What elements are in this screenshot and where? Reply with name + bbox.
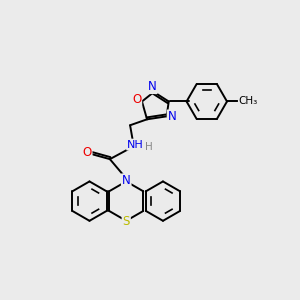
- Text: NH: NH: [127, 140, 144, 150]
- Text: N: N: [168, 110, 176, 123]
- Text: N: N: [148, 80, 157, 93]
- Text: H: H: [145, 142, 152, 152]
- Text: S: S: [122, 215, 130, 228]
- Text: O: O: [132, 94, 141, 106]
- Text: O: O: [82, 146, 91, 159]
- Text: CH₃: CH₃: [239, 97, 258, 106]
- Text: N: N: [122, 174, 130, 187]
